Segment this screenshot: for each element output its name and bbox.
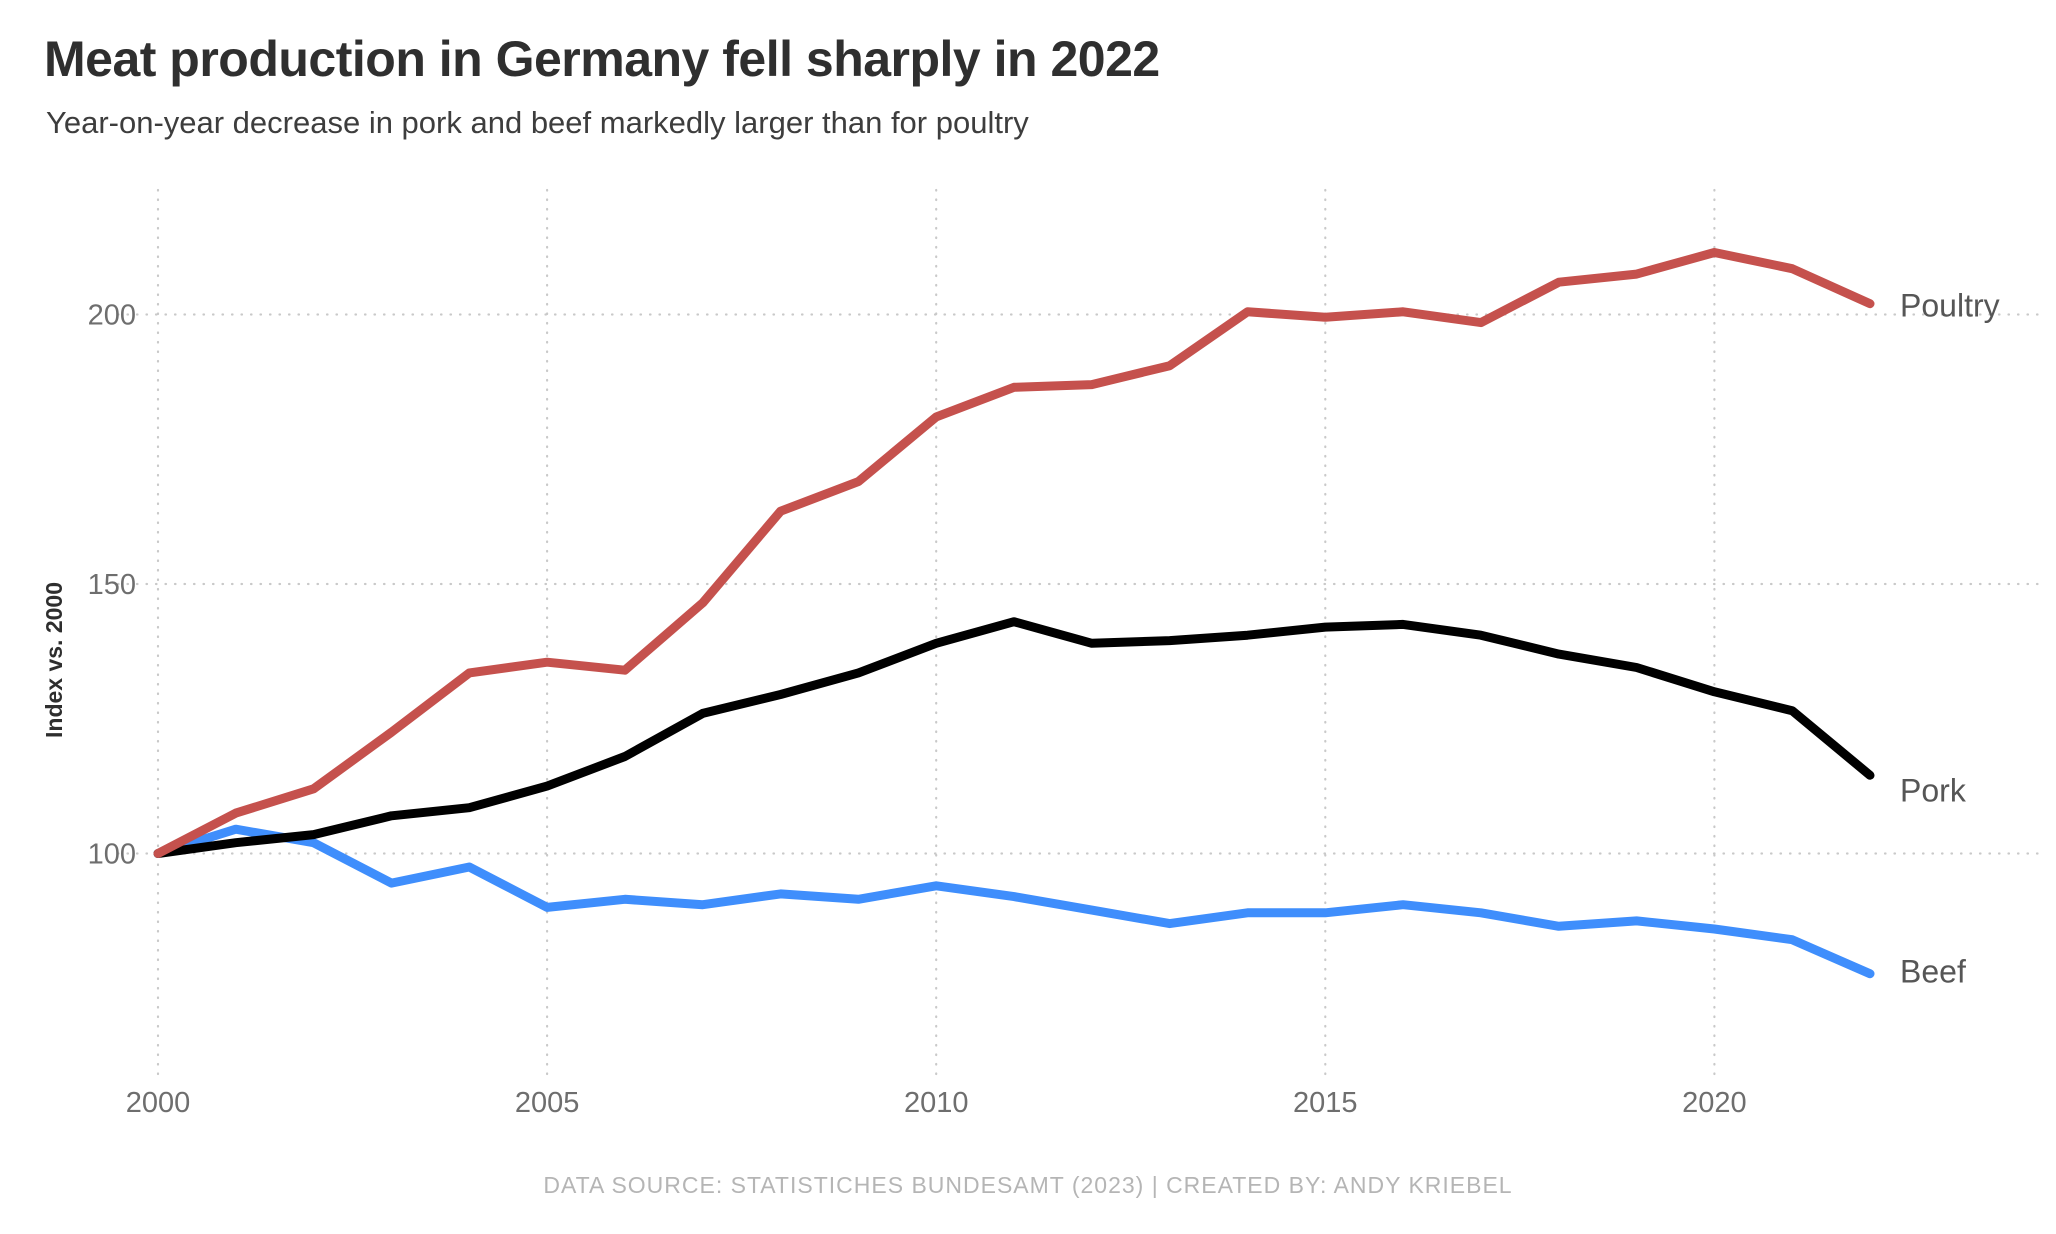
x-tick-label: 2015 bbox=[1293, 1087, 1358, 1119]
series-label-poultry: Poultry bbox=[1900, 288, 2000, 324]
y-tick-label: 150 bbox=[88, 569, 136, 601]
series-line-poultry bbox=[153, 248, 1875, 858]
x-tick-label: 2000 bbox=[126, 1087, 191, 1119]
series-label-beef: Beef bbox=[1900, 954, 1966, 990]
x-tick-label: 2005 bbox=[515, 1087, 580, 1119]
page-subtitle: Year-on-year decrease in pork and beef m… bbox=[46, 105, 1029, 140]
series-line-pork bbox=[153, 617, 1875, 858]
page-title: Meat production in Germany fell sharply … bbox=[44, 31, 1160, 87]
series-label-pork: Pork bbox=[1900, 772, 1967, 808]
y-tick-label: 200 bbox=[88, 300, 136, 332]
y-tick-label: 100 bbox=[88, 839, 136, 871]
x-tick-label: 2010 bbox=[904, 1087, 969, 1119]
series-line-beef bbox=[153, 824, 1875, 979]
x-tick-label: 2020 bbox=[1682, 1087, 1747, 1119]
y-axis-title: Index vs. 2000 bbox=[41, 582, 67, 738]
source-credit-line: DATA SOURCE: STATISTICHES BUNDESAMT (202… bbox=[543, 1172, 1513, 1198]
